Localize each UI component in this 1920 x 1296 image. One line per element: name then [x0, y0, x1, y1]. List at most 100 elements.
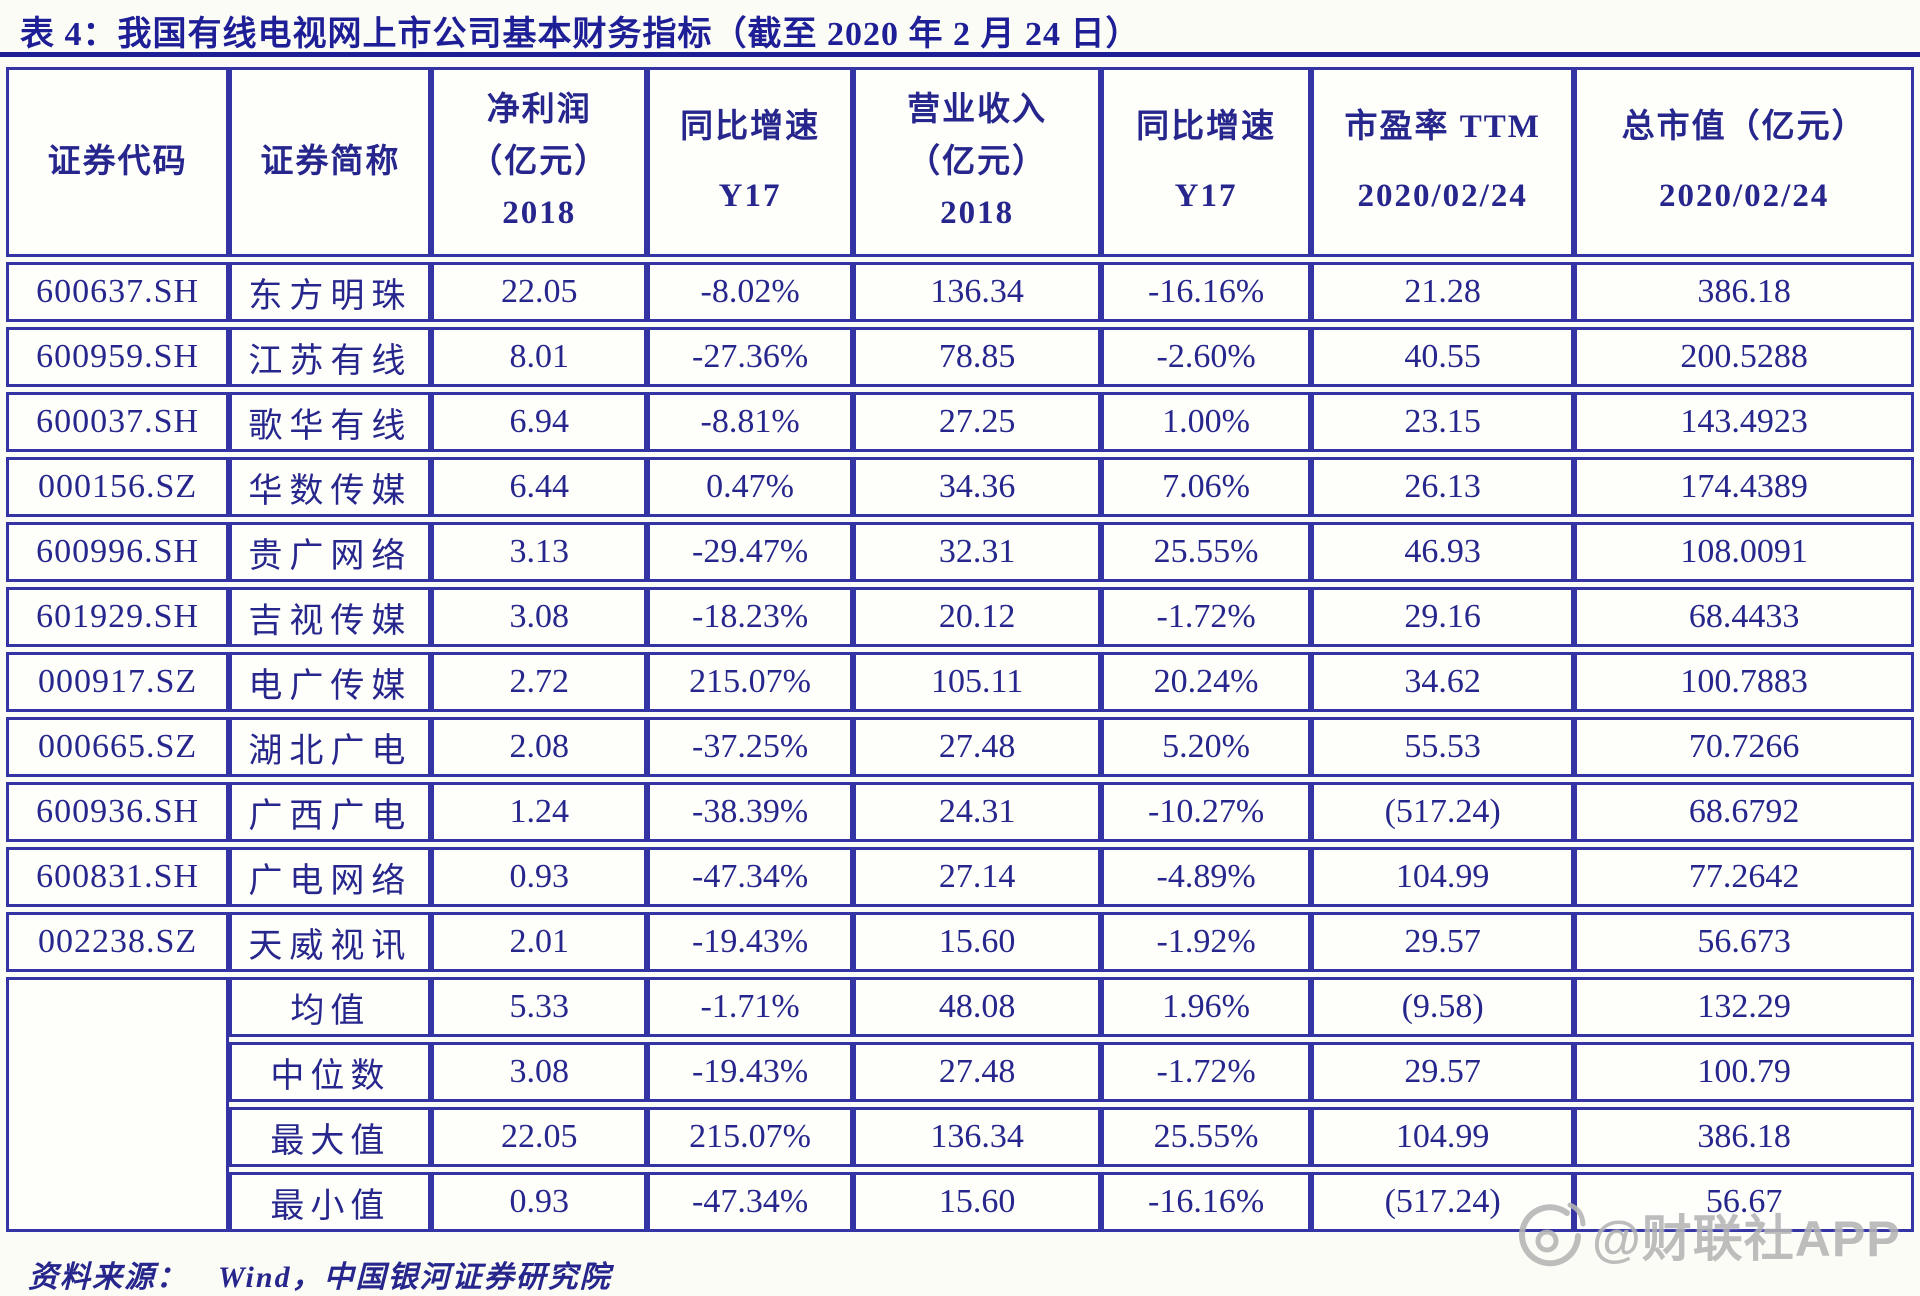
stock-name-cell: 东方明珠 — [229, 262, 432, 322]
summary-label-cell: 最小值 — [229, 1172, 432, 1232]
profit-yoy-cell: -18.23% — [647, 587, 854, 647]
net-profit-cell: 3.08 — [431, 1042, 648, 1102]
market-cap-cell: 100.79 — [1574, 1042, 1914, 1102]
financial-indicators-table: 证券代码 证券简称 净利润 （亿元） 2018 同比增速 Y17 营业收入 （亿元） 20… — [6, 62, 1914, 1237]
market-cap-cell: 386.18 — [1574, 262, 1914, 322]
market-cap-cell: 56.67 — [1574, 1172, 1914, 1232]
revenue-cell: 136.34 — [853, 262, 1102, 322]
pe-cell: 26.13 — [1311, 457, 1575, 517]
revenue-yoy-cell: -4.89% — [1101, 847, 1312, 907]
net-profit-cell: 6.94 — [431, 392, 648, 452]
revenue-yoy-cell: 20.24% — [1101, 652, 1312, 712]
pe-cell: 104.99 — [1311, 1107, 1575, 1167]
stock-name-cell: 广西广电 — [229, 782, 432, 842]
revenue-cell: 27.48 — [853, 717, 1102, 777]
net-profit-cell: 2.08 — [431, 717, 648, 777]
profit-yoy-cell: -47.34% — [647, 1172, 854, 1232]
cailianshe-logo-icon — [1519, 1202, 1586, 1267]
net-profit-cell: 5.33 — [431, 977, 648, 1037]
col-header-stock-name: 证券简称 — [229, 67, 432, 257]
stock-name-cell: 歌华有线 — [229, 392, 432, 452]
profit-yoy-cell: -19.43% — [647, 1042, 854, 1102]
company-row: 600831.SH 广电网络 0.93 -47.34% 27.14 -4.89%… — [6, 847, 1914, 907]
col-header-profit-yoy: 同比增速 Y17 — [647, 67, 854, 257]
revenue-yoy-cell: -1.72% — [1101, 587, 1312, 647]
source-text: Wind，中国银河证券研究院 — [218, 1261, 612, 1294]
stock-name-cell: 吉视传媒 — [229, 587, 432, 647]
stock-name-cell: 湖北广电 — [229, 717, 432, 777]
market-cap-cell: 68.4433 — [1574, 587, 1914, 647]
revenue-yoy-cell: -10.27% — [1101, 782, 1312, 842]
revenue-cell: 32.31 — [853, 522, 1102, 582]
net-profit-cell: 3.08 — [431, 587, 648, 647]
net-profit-cell: 22.05 — [431, 1107, 648, 1167]
net-profit-cell: 3.13 — [431, 522, 648, 582]
stock-code-cell: 600037.SH — [6, 392, 230, 452]
revenue-yoy-cell: 25.55% — [1101, 522, 1312, 582]
market-cap-cell: 100.7883 — [1574, 652, 1914, 712]
revenue-cell: 48.08 — [853, 977, 1102, 1037]
revenue-cell: 136.34 — [853, 1107, 1102, 1167]
market-cap-cell: 56.673 — [1574, 912, 1914, 972]
net-profit-cell: 22.05 — [431, 262, 648, 322]
pe-cell: 21.28 — [1311, 262, 1575, 322]
col-header-net-profit: 净利润 （亿元） 2018 — [431, 67, 648, 257]
pe-cell: 55.53 — [1311, 717, 1575, 777]
stock-code-cell: 600959.SH — [6, 327, 230, 387]
market-cap-cell: 132.29 — [1574, 977, 1914, 1037]
profit-yoy-cell: -47.34% — [647, 847, 854, 907]
market-cap-cell: 174.4389 — [1574, 457, 1914, 517]
profit-yoy-cell: -29.47% — [647, 522, 854, 582]
profit-yoy-cell: 0.47% — [647, 457, 854, 517]
merged-empty-cell — [6, 977, 230, 1232]
revenue-cell: 15.60 — [853, 1172, 1102, 1232]
revenue-cell: 15.60 — [853, 912, 1102, 972]
profit-yoy-cell: -37.25% — [647, 717, 854, 777]
profit-yoy-cell: -38.39% — [647, 782, 854, 842]
net-profit-cell: 8.01 — [431, 327, 648, 387]
stock-code-cell: 002238.SZ — [6, 912, 230, 972]
stock-name-cell: 天威视讯 — [229, 912, 432, 972]
col-header-pe-ttm: 市盈率 TTM 2020/02/24 — [1311, 67, 1575, 257]
revenue-yoy-cell: 1.96% — [1101, 977, 1312, 1037]
header-row: 证券代码 证券简称 净利润 （亿元） 2018 同比增速 Y17 营业收入 （亿元） 20… — [6, 67, 1914, 257]
company-row: 600959.SH 江苏有线 8.01 -27.36% 78.85 -2.60%… — [6, 327, 1914, 387]
company-row: 000156.SZ 华数传媒 6.44 0.47% 34.36 7.06% 26… — [6, 457, 1914, 517]
market-cap-cell: 70.7266 — [1574, 717, 1914, 777]
watermark: @财联社APP — [1512, 1198, 1901, 1272]
title-underline-rule — [0, 52, 1920, 57]
summary-label-cell: 均值 — [229, 977, 432, 1037]
profit-yoy-cell: -19.43% — [647, 912, 854, 972]
profit-yoy-cell: -8.02% — [647, 262, 854, 322]
summary-label-cell: 最大值 — [229, 1107, 432, 1167]
revenue-yoy-cell: 5.20% — [1101, 717, 1312, 777]
net-profit-cell: 1.24 — [431, 782, 648, 842]
stock-name-cell: 江苏有线 — [229, 327, 432, 387]
company-row: 600996.SH 贵广网络 3.13 -29.47% 32.31 25.55%… — [6, 522, 1914, 582]
col-header-revenue: 营业收入 （亿元） 2018 — [853, 67, 1102, 257]
stock-name-cell: 电广传媒 — [229, 652, 432, 712]
market-cap-cell: 143.4923 — [1574, 392, 1914, 452]
revenue-yoy-cell: -16.16% — [1101, 1172, 1312, 1232]
revenue-yoy-cell: 7.06% — [1101, 457, 1312, 517]
revenue-yoy-cell: -2.60% — [1101, 327, 1312, 387]
revenue-cell: 27.48 — [853, 1042, 1102, 1102]
col-header-stock-code: 证券代码 — [6, 67, 230, 257]
stock-name-cell: 华数传媒 — [229, 457, 432, 517]
profit-yoy-cell: -8.81% — [647, 392, 854, 452]
summary-row-median: 中位数 3.08 -19.43% 27.48 -1.72% 29.57 100.… — [6, 1042, 1914, 1102]
company-row: 000917.SZ 电广传媒 2.72 215.07% 105.11 20.24… — [6, 652, 1914, 712]
market-cap-cell: 386.18 — [1574, 1107, 1914, 1167]
summary-row-mean: 均值 5.33 -1.71% 48.08 1.96% (9.58) 132.29 — [6, 977, 1914, 1232]
revenue-cell: 105.11 — [853, 652, 1102, 712]
pe-cell: 29.57 — [1311, 912, 1575, 972]
revenue-cell: 20.12 — [853, 587, 1102, 647]
company-row: 600637.SH 东方明珠 22.05 -8.02% 136.34 -16.1… — [6, 262, 1914, 322]
stock-code-cell: 600996.SH — [6, 522, 230, 582]
summary-label-cell: 中位数 — [229, 1042, 432, 1102]
market-cap-cell: 108.0091 — [1574, 522, 1914, 582]
stock-code-cell: 600637.SH — [6, 262, 230, 322]
revenue-yoy-cell: -1.92% — [1101, 912, 1312, 972]
col-header-revenue-yoy: 同比增速 Y17 — [1101, 67, 1312, 257]
revenue-yoy-cell: 1.00% — [1101, 392, 1312, 452]
